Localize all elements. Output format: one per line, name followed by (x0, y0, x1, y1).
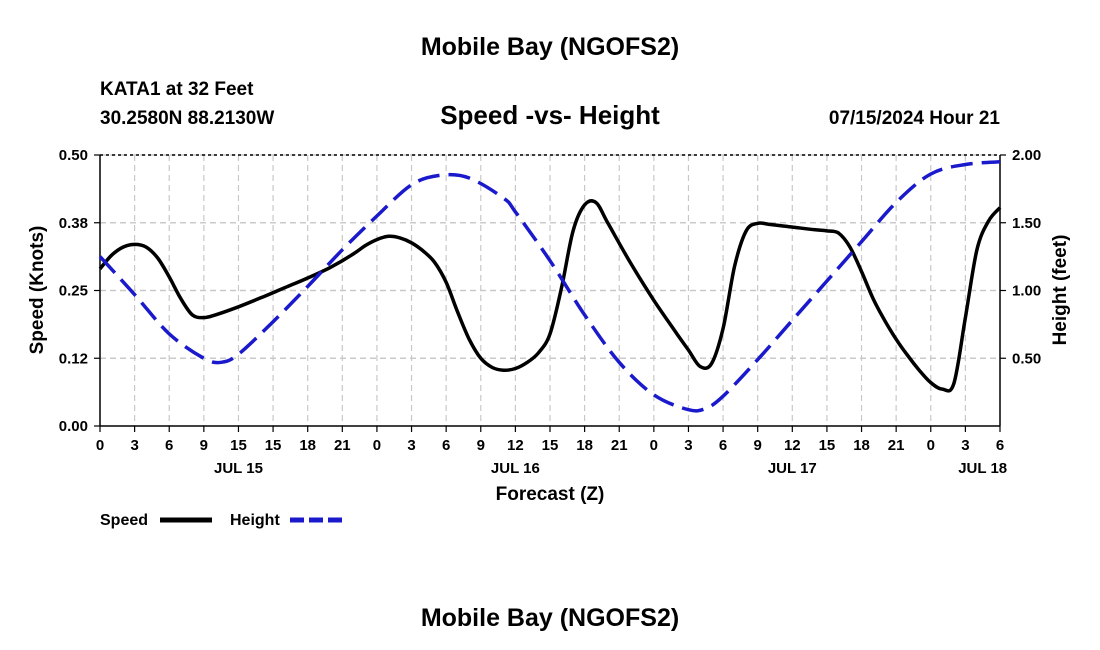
x-axis-label: Forecast (Z) (496, 484, 605, 505)
date-label-0: JUL 15 (214, 460, 263, 477)
x-tick-label-3: 9 (200, 437, 208, 454)
x-tick-label-4: 15 (230, 437, 247, 454)
axes (94, 154, 1006, 432)
y2-axis-label: Height (feet) (1050, 235, 1071, 346)
x-tick-label-15: 21 (611, 437, 628, 454)
x-tick-label-5: 15 (265, 437, 282, 454)
y2-tick-label-2: 1.50 (1012, 215, 1041, 232)
x-tick-label-19: 9 (754, 437, 762, 454)
y2-tick-label-0: 0.50 (1012, 350, 1041, 367)
y-tick-label-0: 0.00 (59, 418, 88, 435)
x-tick-label-11: 9 (477, 437, 485, 454)
x-tick-label-25: 3 (961, 437, 969, 454)
series-line-speed (98, 199, 1002, 393)
x-tick-label-24: 0 (927, 437, 935, 454)
x-tick-label-7: 21 (334, 437, 351, 454)
series-lines (98, 160, 1002, 413)
x-tick-label-17: 3 (684, 437, 692, 454)
x-tick-label-10: 6 (442, 437, 450, 454)
x-tick-label-8: 0 (373, 437, 381, 454)
x-tick-label-14: 18 (576, 437, 593, 454)
tick-labels: 0 3 6 9 15 15 18 21 0 3 6 9 12 15 18 21 0 3 6 9 12 15 18 21 0 3 6 J… (59, 147, 1041, 477)
y-tick-label-2: 0.25 (59, 283, 88, 300)
series-line-height (98, 160, 1001, 413)
y-axis-label: Speed (Knots) (27, 226, 48, 355)
x-tick-label-12: 12 (507, 437, 524, 454)
station-label: KATA1 at 32 Feet (100, 79, 254, 100)
gridlines (100, 154, 1000, 426)
legend: Speed Height (100, 512, 342, 529)
legend-height-label: Height (230, 512, 280, 529)
coords-label: 30.2580N 88.2130W (100, 108, 274, 129)
x-tick-label-0: 0 (96, 437, 104, 454)
y-tick-label-1: 0.12 (59, 350, 88, 367)
chart-subtitle: Speed -vs- Height (440, 100, 660, 130)
date-hour-label: 07/15/2024 Hour 21 (829, 108, 1001, 129)
x-tick-label-22: 18 (853, 437, 870, 454)
date-label-2: JUL 17 (768, 460, 817, 477)
y-tick-label-4: 0.50 (59, 147, 88, 164)
x-tick-label-13: 15 (542, 437, 559, 454)
footer-title: Mobile Bay (NGOFS2) (421, 604, 679, 632)
chart-main-title: Mobile Bay (NGOFS2) (421, 33, 679, 61)
y2-tick-label-3: 2.00 (1012, 147, 1041, 164)
x-tick-label-9: 3 (407, 437, 415, 454)
x-tick-label-26: 6 (996, 437, 1004, 454)
x-tick-label-1: 3 (130, 437, 138, 454)
date-label-3: JUL 18 (958, 460, 1007, 477)
x-tick-label-20: 12 (784, 437, 801, 454)
x-tick-label-2: 6 (165, 437, 173, 454)
y-tick-label-3: 0.38 (59, 215, 88, 232)
x-tick-label-23: 21 (888, 437, 905, 454)
date-label-1: JUL 16 (491, 460, 540, 477)
x-tick-label-18: 6 (719, 437, 727, 454)
x-tick-label-21: 15 (819, 437, 836, 454)
x-tick-label-6: 18 (299, 437, 316, 454)
y2-tick-label-1: 1.00 (1012, 283, 1041, 300)
legend-speed-label: Speed (100, 512, 148, 529)
x-tick-label-16: 0 (650, 437, 658, 454)
